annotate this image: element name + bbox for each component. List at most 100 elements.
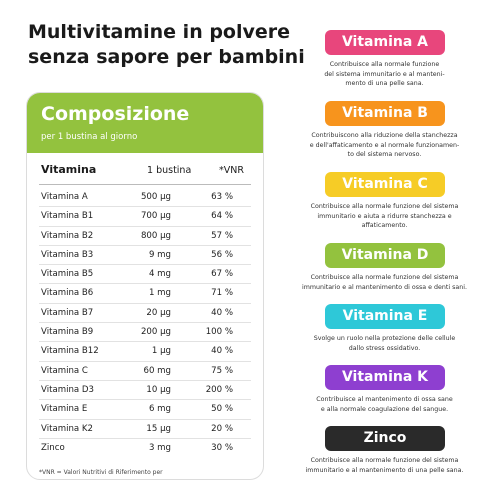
table-row: Vitamina B7 20 µg 40 % bbox=[39, 304, 251, 324]
row-dose: 3 mg bbox=[148, 442, 171, 453]
composition-subtitle: per 1 bustina al giorno bbox=[41, 132, 138, 142]
page-title-line2: senza sapore per bambini bbox=[28, 46, 305, 68]
row-dose: 1 mg bbox=[148, 288, 171, 299]
table-row: Zinco 3 mg 30 % bbox=[39, 439, 251, 458]
row-vnr: 64 % bbox=[211, 211, 233, 222]
row-vnr: 30 % bbox=[211, 442, 233, 453]
row-vnr: 100 % bbox=[205, 327, 233, 338]
vitamin-description: Contribuisce alla normale funzione del s… bbox=[277, 456, 492, 475]
vitamin-description-line: Contribuisce alla normale funzione bbox=[329, 61, 440, 68]
vitamin-description-line: del sistema immunitario e al manteni- bbox=[324, 70, 445, 78]
vitamin-description-line: immunitario e al mantenimento di ossa e … bbox=[301, 283, 467, 291]
vitamin-description-line: e alla normale coagulazione del sangue. bbox=[320, 405, 449, 413]
vitamin-banner: Vitamina E bbox=[325, 304, 445, 329]
vitamin-description: Contribuiscono alla riduzione della stan… bbox=[277, 131, 492, 160]
row-dose: 9 mg bbox=[148, 249, 171, 260]
row-vnr: 63 % bbox=[211, 192, 233, 202]
row-dose: 10 µg bbox=[146, 384, 171, 395]
row-vnr: 71 % bbox=[211, 288, 233, 299]
vitamin-banner: Vitamina K bbox=[325, 365, 445, 390]
vitamin-banner: Vitamina C bbox=[325, 172, 445, 197]
vitamin-banner: Vitamina B bbox=[325, 101, 445, 126]
row-name: Vitamina B3 bbox=[41, 249, 94, 260]
header-vnr: *VNR bbox=[219, 165, 244, 176]
vitamin-description-line: immunitario e al mantenimento di una pel… bbox=[305, 466, 464, 474]
row-name: Zinco bbox=[41, 442, 65, 453]
vitamin-description-line: Contribuisce al mantenimento di ossa san… bbox=[316, 396, 453, 403]
row-dose: 500 µg bbox=[140, 192, 171, 202]
composition-table-header: Vitamina 1 bustina *VNR bbox=[27, 163, 263, 185]
table-row: Vitamina C 60 mg 75 % bbox=[39, 362, 251, 381]
row-name: Vitamina B12 bbox=[41, 346, 99, 357]
vitamin-description-line: Svolge un ruolo nella protezione delle c… bbox=[313, 335, 456, 342]
row-dose: 20 µg bbox=[146, 307, 171, 318]
vitamin-banner: Vitamina D bbox=[325, 243, 445, 268]
page-title: Multivitamine in polvere senza sapore pe… bbox=[28, 20, 318, 70]
page-title-line1: Multivitamine in polvere bbox=[28, 21, 291, 43]
row-name: Vitamina B5 bbox=[41, 269, 94, 280]
vitamin-description-line: Contribuiscono alla riduzione della stan… bbox=[311, 132, 458, 139]
table-row: Vitamina K2 15 µg 20 % bbox=[39, 420, 251, 439]
vitamin-description-line: to del sistema nervoso. bbox=[347, 151, 422, 158]
row-vnr: 50 % bbox=[211, 404, 233, 415]
row-name: Vitamina K2 bbox=[41, 423, 94, 434]
table-row: Vitamina B3 9 mg 56 % bbox=[39, 246, 251, 266]
row-vnr: 67 % bbox=[211, 269, 233, 280]
row-dose: 200 µg bbox=[140, 327, 171, 338]
composition-title: Composizione bbox=[41, 103, 190, 125]
row-name: Vitamina B2 bbox=[41, 230, 94, 241]
row-name: Vitamina E bbox=[41, 404, 88, 415]
vitamin-description-line: immunitario e aiuta a ridurre stanchezza… bbox=[317, 212, 452, 220]
table-row: Vitamina E 6 mg 50 % bbox=[39, 400, 251, 420]
row-vnr: 40 % bbox=[211, 307, 233, 318]
vitamin-description: Contribuisce alla normale funzione del s… bbox=[277, 273, 492, 292]
table-row: Vitamina B9 200 µg 100 % bbox=[39, 323, 251, 343]
row-vnr: 75 % bbox=[211, 365, 233, 376]
row-dose: 700 µg bbox=[140, 211, 171, 222]
table-row: Vitamina B6 1 mg 71 % bbox=[39, 284, 251, 304]
table-row: Vitamina B12 1 µg 40 % bbox=[39, 342, 251, 362]
row-dose: 4 mg bbox=[148, 269, 171, 280]
row-name: Vitamina B1 bbox=[41, 211, 94, 222]
row-name: Vitamina B6 bbox=[41, 288, 94, 299]
row-name: Vitamina C bbox=[41, 365, 88, 376]
row-dose: 60 mg bbox=[143, 365, 172, 376]
vitamin-description: Svolge un ruolo nella protezione delle c… bbox=[277, 334, 492, 353]
table-row: Vitamina B5 4 mg 67 % bbox=[39, 265, 251, 285]
row-name: Vitamina B7 bbox=[41, 307, 94, 318]
vitamin-description-line: dallo stress ossidativo. bbox=[348, 344, 421, 352]
header-dose: 1 bustina bbox=[147, 165, 192, 176]
row-dose: 1 µg bbox=[151, 346, 171, 357]
row-vnr: 200 % bbox=[205, 384, 233, 395]
row-vnr: 40 % bbox=[211, 346, 233, 357]
table-row: Vitamina A 500 µg 63 % bbox=[39, 188, 251, 208]
composition-card: Composizione per 1 bustina al giorno Vit… bbox=[26, 92, 264, 480]
row-dose: 15 µg bbox=[146, 423, 171, 434]
row-vnr: 20 % bbox=[211, 423, 233, 434]
row-dose: 6 mg bbox=[148, 404, 171, 415]
vitamin-description-line: Contribuisce alla normale funzione del s… bbox=[310, 203, 459, 210]
table-row: Vitamina B2 800 µg 57 % bbox=[39, 227, 251, 246]
row-name: Vitamina D3 bbox=[41, 384, 95, 395]
header-name: Vitamina bbox=[41, 163, 97, 176]
composition-header: Composizione per 1 bustina al giorno bbox=[27, 93, 263, 153]
vitamin-description-line: Contribuisce alla normale funzione del s… bbox=[310, 274, 459, 281]
composition-table-body: Vitamina A 500 µg 63 % Vitamina B1 700 µg 64 … bbox=[27, 188, 263, 458]
vitamin-banner: Vitamina A bbox=[325, 30, 445, 55]
row-name: Vitamina A bbox=[41, 192, 88, 202]
table-row: Vitamina B1 700 µg 64 % bbox=[39, 207, 251, 227]
row-name: Vitamina B9 bbox=[41, 327, 94, 338]
vitamin-banner: Zinco bbox=[325, 426, 445, 451]
vitamin-description: Contribuisce alla normale funzione del s… bbox=[277, 202, 492, 231]
vitamin-description: Contribuisce alla normale funzione del si… bbox=[277, 60, 492, 89]
vitamin-description-line: affaticamento. bbox=[361, 222, 408, 229]
table-row: Vitamina D3 10 µg 200 % bbox=[39, 381, 251, 401]
footnote: *VNR = Valori Nutritivi di Riferimento p… bbox=[39, 469, 163, 476]
vitamin-description-line: Contribuisce alla normale funzione del s… bbox=[310, 457, 459, 464]
vitamin-description: Contribuisce al mantenimento di ossa san… bbox=[277, 395, 492, 414]
row-vnr: 56 % bbox=[211, 249, 233, 260]
vitamin-description-line: e dell'affaticamento e al normale funzio… bbox=[309, 141, 460, 149]
row-vnr: 57 % bbox=[211, 230, 233, 241]
row-dose: 800 µg bbox=[140, 230, 171, 241]
vitamin-description-line: mento di una pelle sana. bbox=[345, 80, 424, 87]
